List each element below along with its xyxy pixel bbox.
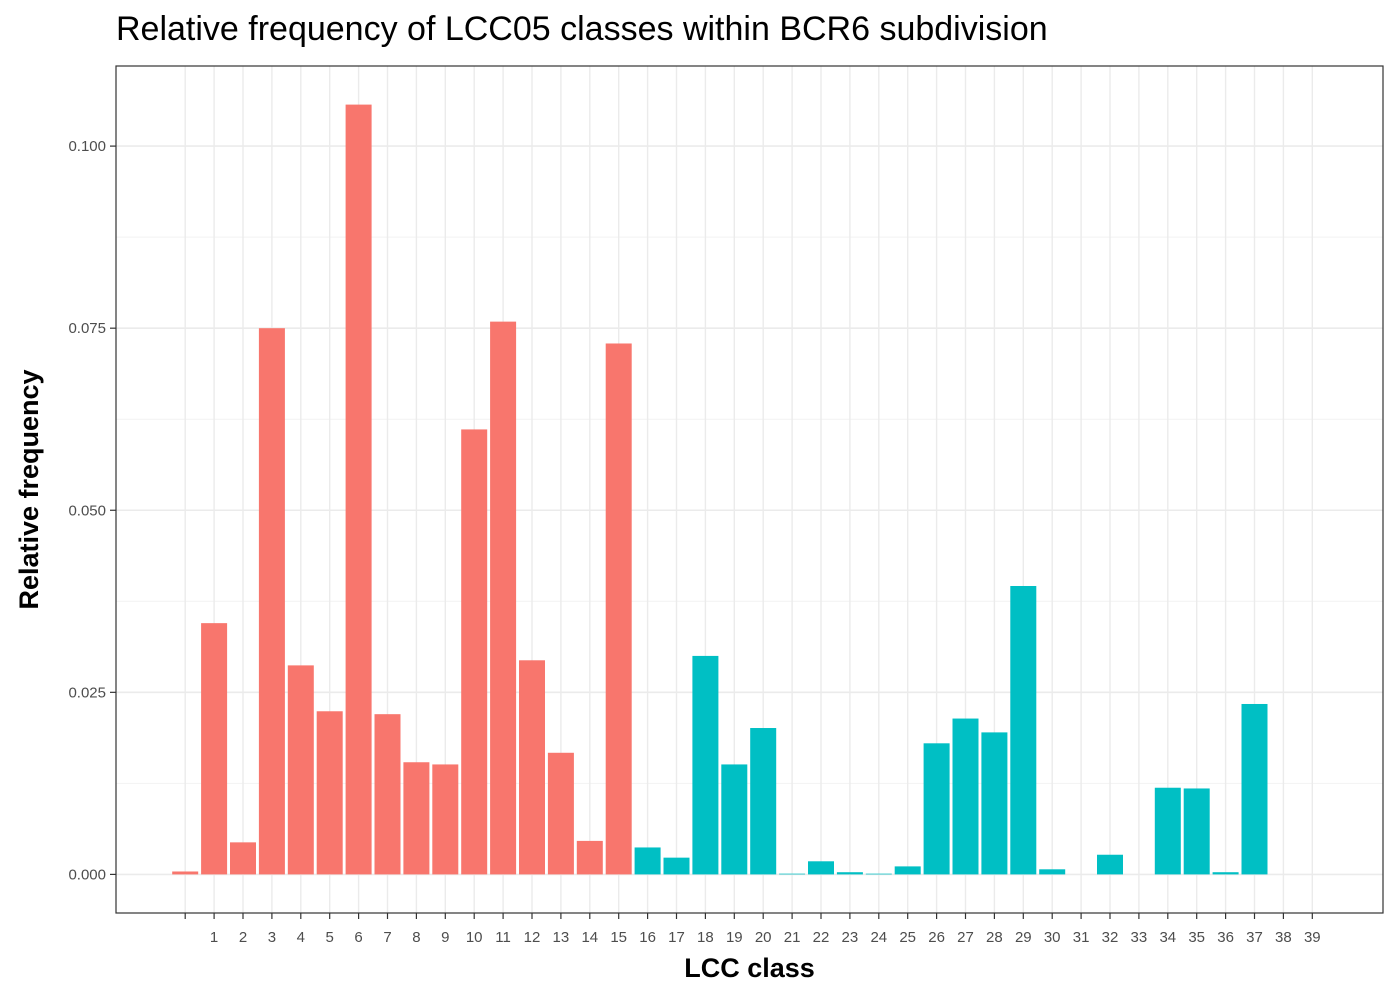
- bar: [981, 732, 1008, 875]
- bar: [316, 711, 343, 875]
- bar: [576, 840, 603, 875]
- y-tick-label: 0.100: [68, 138, 106, 155]
- bar: [808, 861, 834, 875]
- x-tick-label: 29: [1015, 929, 1032, 946]
- x-tick-label: 6: [354, 929, 362, 946]
- bar: [894, 866, 921, 875]
- x-tick-label: 37: [1246, 929, 1263, 946]
- x-tick-label: 22: [813, 929, 830, 946]
- x-axis-ticks: 1 2 3 4 5 6 7 8 9 10 11 12 13 14 15 16 17 18 19 20 21 22 23 24 2…: [184, 913, 1321, 946]
- bars: [172, 104, 1268, 875]
- bar: [403, 762, 430, 875]
- bar: [1241, 703, 1268, 875]
- x-tick-label: 16: [639, 929, 656, 946]
- x-tick-label: 23: [842, 929, 859, 946]
- bar: [1097, 854, 1123, 875]
- chart-title: Relative frequency of LCC05 classes with…: [116, 10, 1048, 48]
- x-tick-label: 27: [957, 929, 974, 946]
- x-tick-label: 38: [1275, 929, 1292, 946]
- x-tick-label: 24: [870, 929, 887, 946]
- bar: [865, 873, 892, 875]
- x-tick-label: 34: [1159, 929, 1176, 946]
- bar: [1154, 787, 1181, 875]
- x-tick-label: 21: [784, 929, 801, 946]
- y-tick-label: 0.000: [68, 866, 106, 883]
- bar: [287, 665, 314, 875]
- x-tick-label: 26: [928, 929, 945, 946]
- x-tick-label: 4: [297, 929, 305, 946]
- bar: [432, 764, 459, 875]
- x-tick-label: 19: [726, 929, 743, 946]
- bar: [461, 429, 488, 875]
- bar: [172, 871, 199, 875]
- bar: [721, 764, 748, 875]
- bar: [201, 623, 228, 875]
- y-axis-ticks: 0.000 0.025 0.050 0.075 0.100: [68, 138, 116, 883]
- x-tick-label: 2: [239, 929, 247, 946]
- x-tick-label: 30: [1044, 929, 1061, 946]
- x-tick-label: 33: [1131, 929, 1148, 946]
- x-tick-label: 15: [610, 929, 627, 946]
- bar: [1212, 872, 1239, 875]
- bar: [779, 873, 806, 875]
- bar: [634, 847, 661, 875]
- bar: [1183, 788, 1210, 875]
- y-tick-label: 0.075: [68, 320, 106, 337]
- bar: [345, 104, 372, 875]
- x-tick-label: 35: [1188, 929, 1205, 946]
- x-tick-label: 17: [668, 929, 685, 946]
- x-tick-label: 14: [581, 929, 598, 946]
- bar: [952, 718, 979, 875]
- bar: [230, 842, 256, 875]
- x-tick-label: 11: [495, 929, 511, 946]
- bar: [836, 872, 863, 875]
- x-tick-label: 25: [899, 929, 916, 946]
- bar: [1010, 585, 1037, 875]
- x-tick-label: 9: [441, 929, 449, 946]
- x-tick-label: 10: [466, 929, 483, 946]
- x-tick-label: 18: [697, 929, 714, 946]
- bar: [605, 343, 632, 875]
- x-tick-label: 36: [1217, 929, 1234, 946]
- bar: [750, 728, 777, 875]
- y-tick-label: 0.025: [68, 684, 106, 701]
- bar: [519, 660, 545, 875]
- x-tick-label: 32: [1102, 929, 1119, 946]
- x-tick-label: 5: [326, 929, 334, 946]
- bar: [663, 857, 690, 875]
- x-tick-label: 13: [553, 929, 570, 946]
- bar: [258, 328, 285, 875]
- x-tick-label: 8: [412, 929, 420, 946]
- bar: [1039, 869, 1066, 875]
- y-tick-label: 0.050: [68, 502, 106, 519]
- y-axis-title: Relative frequency: [14, 369, 44, 609]
- bar: [547, 752, 574, 875]
- panel-border: [115, 65, 1384, 914]
- x-tick-label: 7: [383, 929, 391, 946]
- x-axis-title: LCC class: [684, 953, 815, 983]
- x-tick-label: 31: [1073, 929, 1090, 946]
- x-tick-label: 12: [524, 929, 541, 946]
- x-tick-label: 28: [986, 929, 1003, 946]
- x-tick-label: 39: [1304, 929, 1321, 946]
- bar: [692, 655, 719, 875]
- bar: [374, 714, 401, 875]
- x-tick-label: 1: [210, 929, 218, 946]
- x-tick-label: 20: [755, 929, 772, 946]
- bar: [923, 743, 950, 875]
- bar: [490, 321, 517, 875]
- x-tick-label: 3: [268, 929, 276, 946]
